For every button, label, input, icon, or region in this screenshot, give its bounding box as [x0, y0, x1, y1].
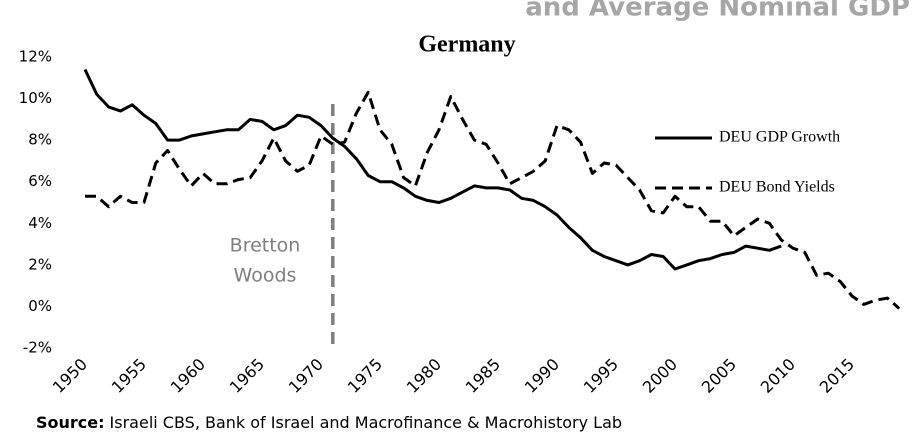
x-tick-label: 1950 — [49, 355, 91, 397]
series-line — [83, 68, 782, 271]
x-tick-label: 1955 — [108, 355, 150, 397]
y-tick-label: 2% — [28, 255, 52, 273]
x-tick-label: 1975 — [344, 355, 386, 397]
chart-title: Germany — [418, 32, 515, 58]
x-tick-label: 1960 — [167, 355, 209, 397]
x-tick-label: 1965 — [226, 355, 268, 397]
legend-label: DEU GDP Growth — [719, 129, 840, 146]
x-tick-label: 2005 — [698, 355, 740, 397]
x-tick-label: 1995 — [580, 355, 622, 397]
source-label: Source: — [36, 413, 105, 432]
annotation-text: Woods — [234, 265, 297, 287]
source: Israeli CBS, Bank of Israel and Macrofin… — [110, 413, 623, 432]
series-line — [85, 90, 901, 310]
x-tick-label: 1980 — [403, 355, 445, 397]
y-tick-label: 6% — [28, 172, 52, 190]
y-tick-label: 8% — [28, 131, 52, 149]
legend-label: DEU Bond Yields — [719, 179, 835, 196]
x-tick-label: 2010 — [757, 355, 799, 397]
x-tick-label: 1985 — [462, 355, 504, 397]
y-tick-label: 4% — [28, 214, 52, 232]
annotation-text: Bretton — [230, 235, 301, 257]
x-tick-label: 2000 — [639, 355, 681, 397]
y-tick-label: 0% — [28, 297, 52, 315]
x-tick-label: 2015 — [816, 355, 858, 397]
x-tick-label: 1990 — [521, 355, 563, 397]
x-tick-label: 1970 — [285, 355, 327, 397]
heading: and Average Nominal GDP — [525, 0, 910, 23]
source-text: Source: Israeli CBS, Bank of Israel and M… — [36, 413, 622, 432]
y-tick-label: -2% — [23, 339, 52, 357]
y-tick-label: 12% — [19, 48, 52, 66]
y-tick-label: 10% — [19, 89, 52, 107]
